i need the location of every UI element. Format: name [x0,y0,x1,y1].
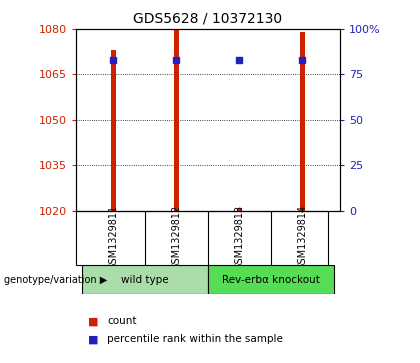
Bar [208,265,334,294]
Text: count: count [107,316,136,326]
Text: Rev-erbα knockout: Rev-erbα knockout [222,274,320,285]
Text: ■: ■ [88,334,99,344]
Text: ■: ■ [88,316,99,326]
Text: GSM1329814: GSM1329814 [297,205,307,270]
Bar [237,208,242,211]
Bar [300,32,305,211]
Text: GSM1329812: GSM1329812 [171,205,181,270]
Text: GSM1329811: GSM1329811 [108,205,118,270]
Text: GSM1329813: GSM1329813 [234,205,244,270]
Bar [82,265,208,294]
Bar [174,29,179,211]
Text: percentile rank within the sample: percentile rank within the sample [107,334,283,344]
Text: wild type: wild type [121,274,169,285]
Title: GDS5628 / 10372130: GDS5628 / 10372130 [133,11,283,25]
Bar [111,50,116,211]
Text: genotype/variation ▶: genotype/variation ▶ [4,274,108,285]
